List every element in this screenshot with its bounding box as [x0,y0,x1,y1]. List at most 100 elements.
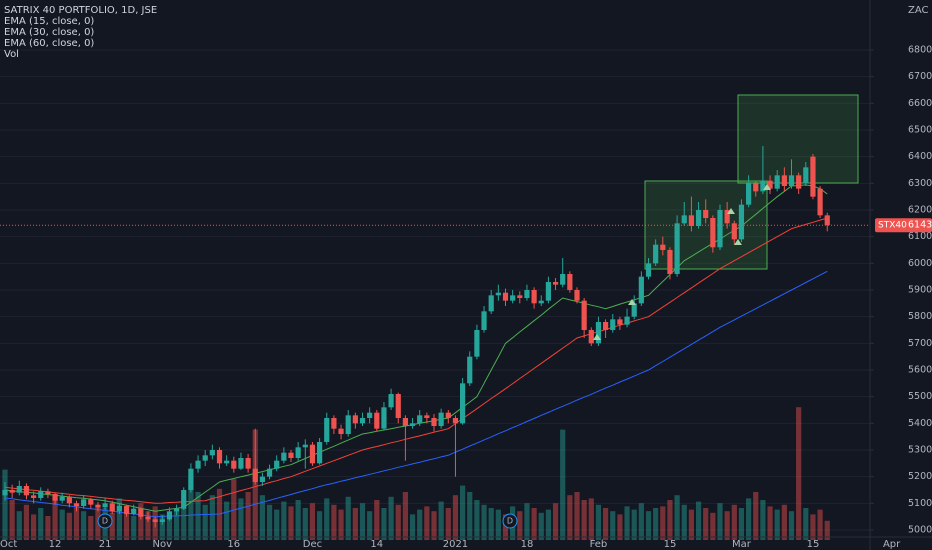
volume-bar [617,514,623,540]
symbol-label: STX40 [878,221,907,231]
dividend-markers: D D [97,513,518,529]
volume-bar [595,504,602,540]
candle-body [746,183,752,205]
candle-body [395,394,401,418]
volume-bar [317,511,323,540]
volume-bar [109,512,115,540]
volume-bar [9,500,15,540]
volume-bar [495,509,501,540]
candle-body [452,418,459,424]
candle-body [338,428,344,434]
candle-body [695,210,702,226]
candle-body [753,183,759,192]
volume-bar [73,503,80,540]
volume-bar [302,508,308,540]
chart-title: SATRIX 40 PORTFOLIO, 1D, JSE [4,5,157,16]
candle-body [159,519,165,522]
last-price-label: 6143 [908,220,932,231]
candle-body [181,490,187,509]
candle-body [588,330,594,344]
ema-line [4,217,828,504]
volume-bar [88,516,94,540]
candle-body [95,504,101,508]
candle-body [731,223,737,240]
y-tick-label: 6300 [908,178,932,189]
candle-body [281,452,287,461]
volume-bar [760,500,766,540]
signal-triangle [628,299,636,305]
ema-line [4,184,828,512]
volume-bar [16,511,22,540]
candle-body [245,458,251,469]
candle-body [624,316,630,325]
volume-bar [45,516,51,540]
legend-entry: Vol [4,49,19,60]
candle-body [681,215,687,224]
y-tick-label: 5700 [908,338,932,349]
candle-body [474,330,480,357]
volume-bar [295,500,301,540]
candle-body [524,290,530,298]
volume-bar [560,429,566,540]
candle-body [774,175,780,189]
candle-body [796,175,802,189]
candle-body [767,180,773,189]
volume-bar [181,498,187,540]
y-tick-label: 5400 [908,418,932,429]
candle-body [402,418,408,426]
candle-body [252,468,258,482]
candle-body [188,468,194,490]
candle-body [317,442,323,464]
signal-triangle [593,334,601,340]
volume-bar [245,492,251,540]
candle-body [302,444,308,448]
candle-body [138,508,144,517]
volume-bar [781,504,787,540]
volume-bar [581,500,587,540]
volume-bar [81,511,87,540]
candle-body [603,322,609,330]
volume-bar [695,501,702,540]
dividend-label: D [102,517,108,526]
volume-bar [717,503,723,540]
volume-bar [445,508,451,540]
volume-bar [474,500,480,540]
volume-bar [138,503,144,540]
candle-body [438,412,444,426]
volume-bar [738,508,745,540]
y-tick-label: 5200 [908,471,932,482]
candle-body [59,496,65,501]
x-tick-label: Apr [883,539,901,550]
candle-body [710,218,716,248]
volume-bar [409,514,416,540]
candle-body [595,322,602,344]
signal-markers [593,184,771,340]
volume-bar [660,506,666,540]
volume-bar [631,509,637,540]
volume-bar [266,504,273,540]
candle-body [2,490,8,496]
volume-bar [667,500,673,540]
volume-bar [288,506,294,540]
candle-body [195,460,201,469]
volume-bar [788,511,795,540]
volume-bar [588,498,594,540]
candle-body [216,450,223,464]
volume-bar [324,498,330,540]
candle-body [409,423,416,426]
volume-bar [38,508,44,540]
candle-body [481,311,487,330]
candle-body [674,223,680,274]
candle-body [345,415,351,434]
volume-bar [66,512,72,540]
y-tick-label: 6800 [908,45,932,56]
candle-body [510,295,516,301]
candle-body [788,175,795,186]
volume-bar [438,501,444,540]
volume-bar [574,492,580,540]
candle-body [445,412,451,418]
candle-body [352,415,358,424]
y-tick-label: 5000 [908,525,932,536]
volume-bar [481,504,487,540]
